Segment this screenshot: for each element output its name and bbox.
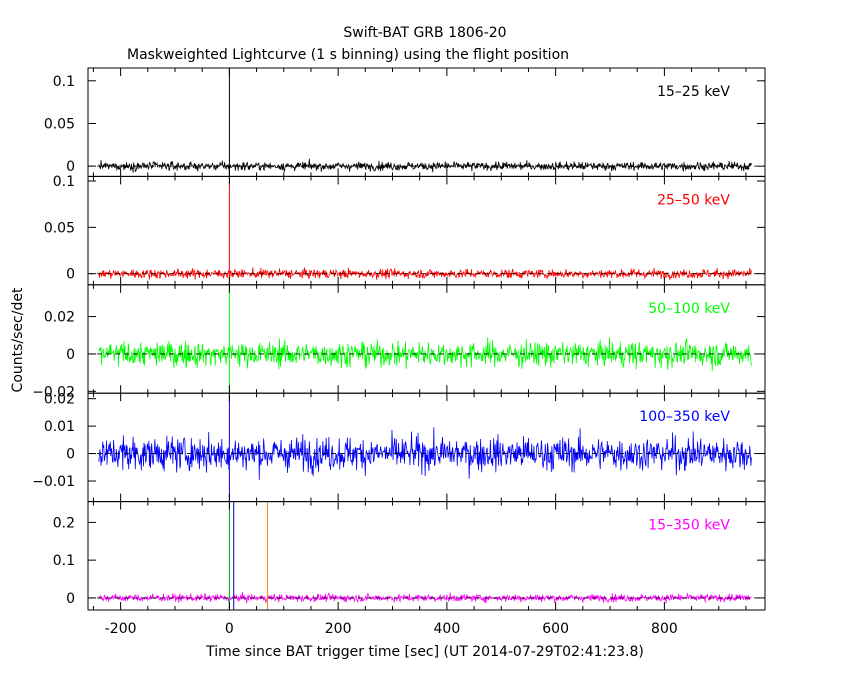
y-tick-label: −0.02	[32, 384, 75, 400]
x-tick-label: 800	[651, 621, 678, 637]
y-tick-label: 0.1	[53, 174, 75, 190]
y-axis-label: Counts/sec/det	[10, 287, 26, 392]
y-tick-label: 0	[66, 591, 75, 607]
y-tick-label: 0.1	[53, 74, 75, 90]
panel-15-350-kev: 0 0.1 0.2 15–350 keV	[53, 501, 766, 611]
x-tick-label: 600	[542, 621, 569, 637]
x-tick-label: 0	[225, 621, 234, 637]
y-tick-label: 0.1	[53, 553, 75, 569]
panel-25-50-kev: 0 0.05 0.1 25–50 keV	[44, 174, 766, 286]
chart-subtitle: Maskweighted Lightcurve (1 s binning) us…	[127, 47, 569, 63]
y-tick-label: 0	[66, 347, 75, 363]
x-tick-label: 200	[325, 621, 352, 637]
x-tick-label: -200	[105, 621, 137, 637]
y-tick-label: 0	[66, 159, 75, 175]
panel-15-25-kev: 0 0.05 0.1 15–25 keV	[44, 67, 766, 177]
y-tick-label: 0.02	[44, 310, 75, 326]
y-tick-label: 0.02	[44, 392, 75, 408]
band-label: 50–100 keV	[648, 301, 730, 317]
y-tick-label: −0.01	[32, 474, 75, 490]
band-label: 25–50 keV	[657, 192, 730, 208]
y-tick-label: 0	[66, 447, 75, 463]
chart-title: Swift-BAT GRB 1806-20	[343, 25, 506, 41]
y-tick-label: 0.05	[44, 116, 75, 132]
y-tick-label: 0	[66, 267, 75, 283]
x-tick-label: 400	[434, 621, 461, 637]
band-label: 100–350 keV	[639, 409, 730, 425]
panel-50-100-kev: −0.02 0 0.02 50–100 keV	[32, 284, 766, 400]
lightcurve-series	[98, 267, 752, 281]
lightcurve-series	[98, 427, 752, 480]
band-label: 15–350 keV	[648, 518, 730, 534]
lightcurve-series	[98, 591, 752, 604]
y-tick-label: 0.05	[44, 220, 75, 236]
band-label: 15–25 keV	[657, 84, 730, 100]
y-tick-label: 0.2	[53, 515, 75, 531]
lightcurve-series	[98, 158, 752, 173]
y-tick-label: 0.01	[44, 419, 75, 435]
panel-frame	[87, 501, 766, 611]
panel-100-350-kev: −0.01 0 0.01 0.02 100–350 keV	[32, 392, 766, 503]
lightcurve-series	[98, 337, 752, 371]
x-axis-label: Time since BAT trigger time [sec] (UT 20…	[205, 644, 644, 660]
